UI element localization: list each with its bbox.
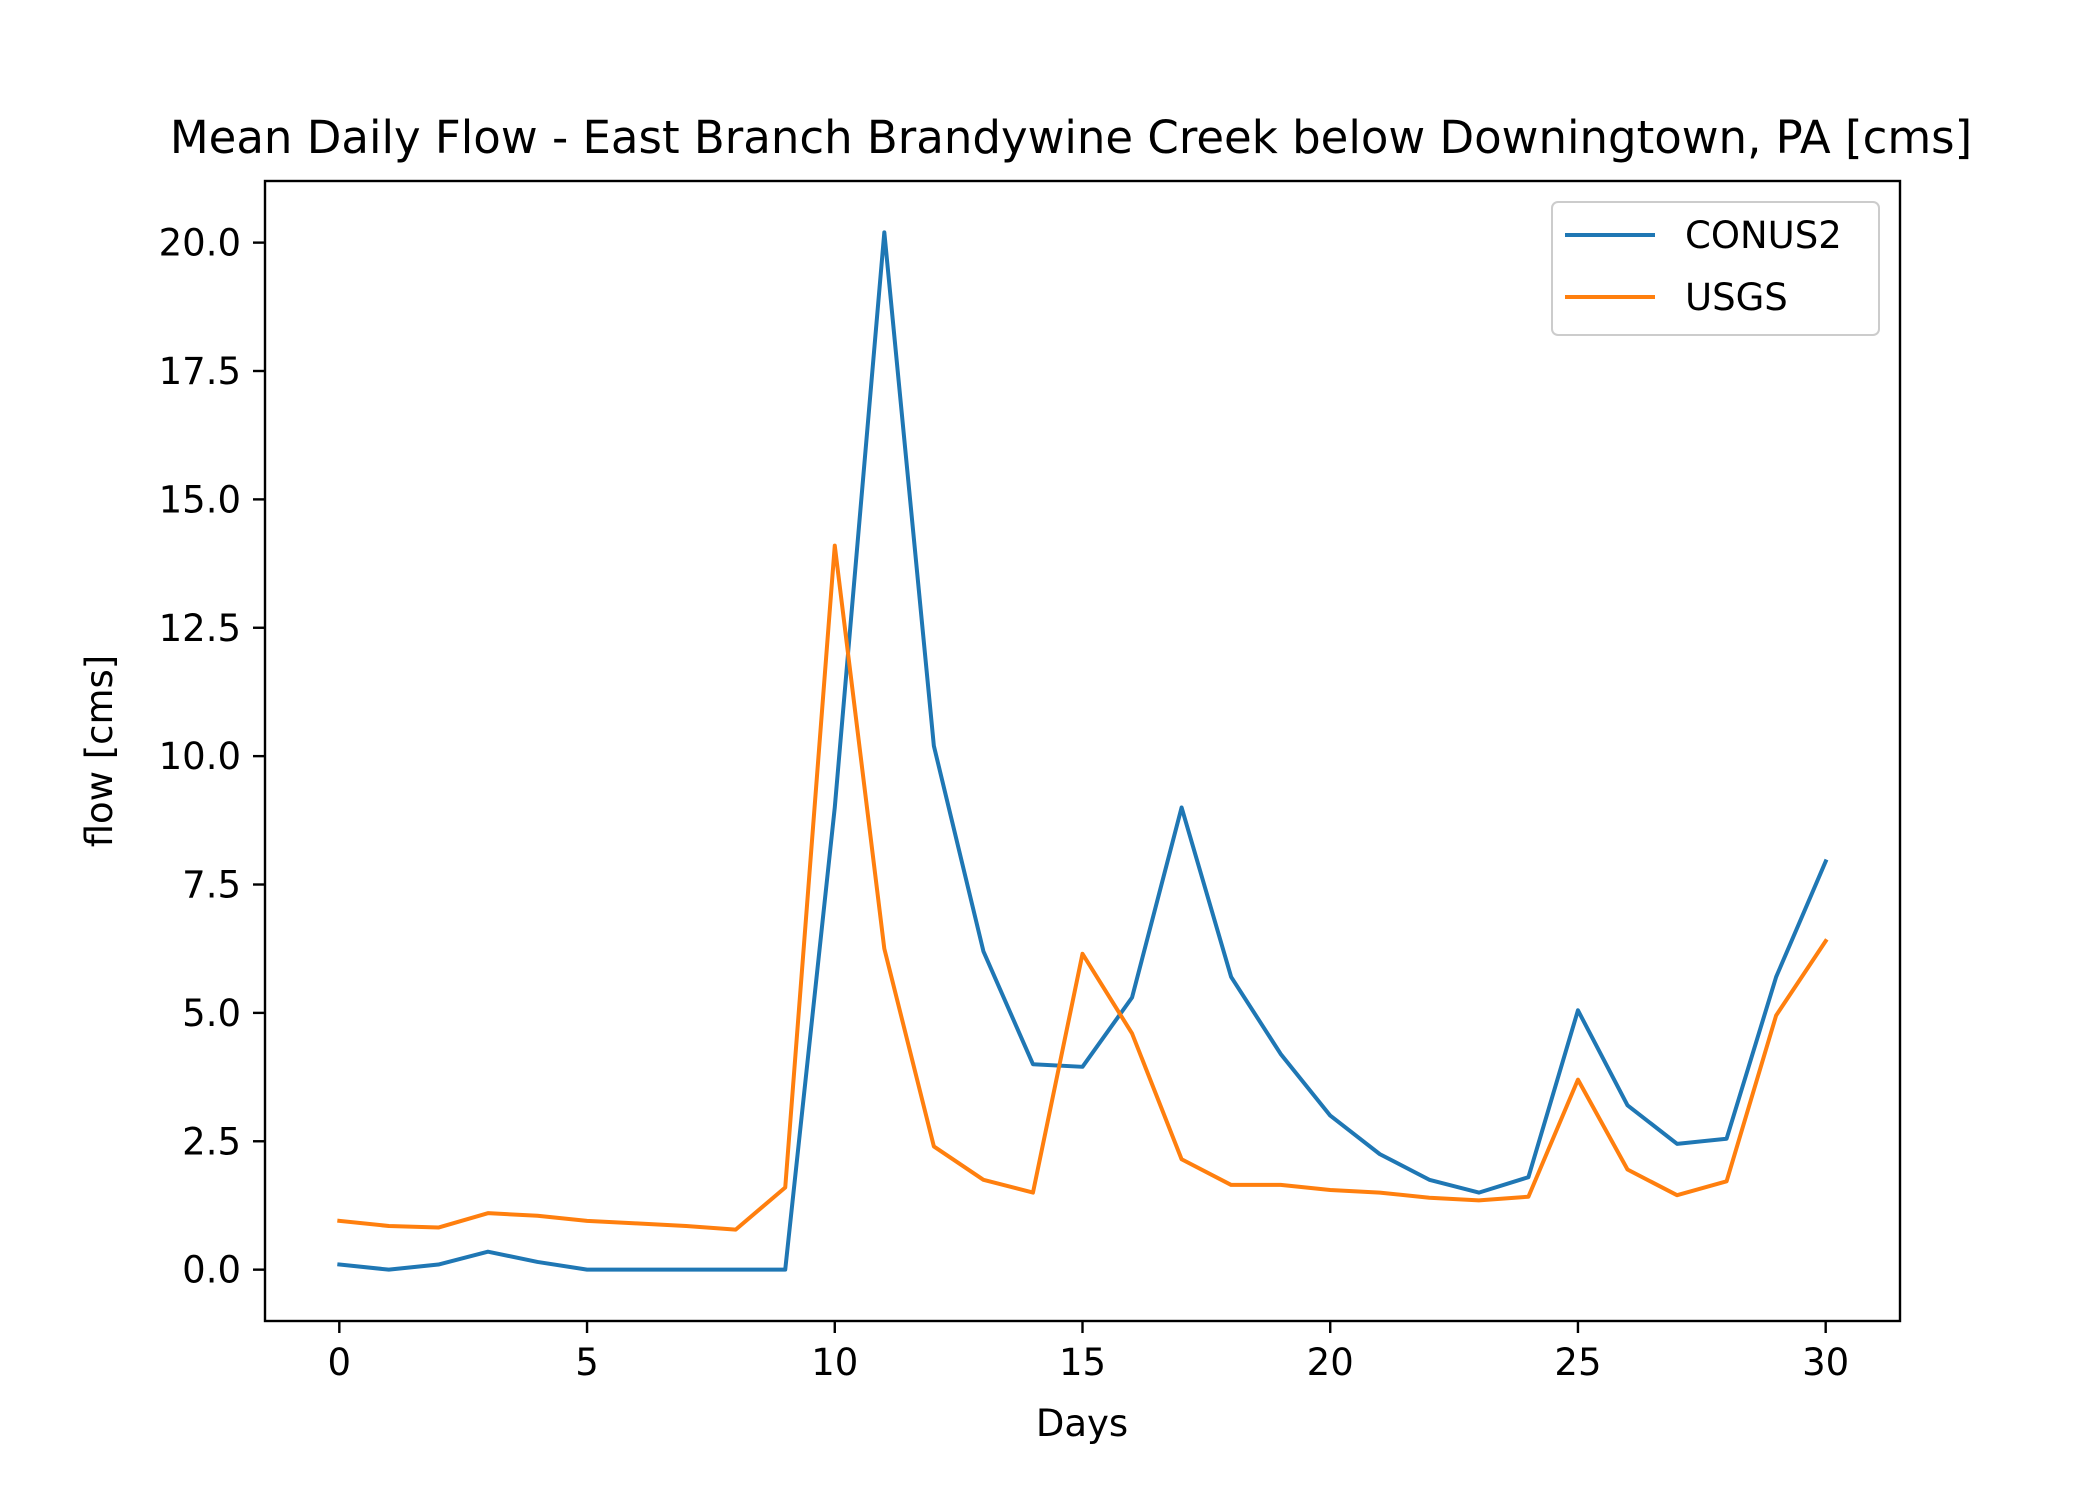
legend: CONUS2 USGS <box>1551 201 1880 336</box>
chart-title: Mean Daily Flow - East Branch Brandywine… <box>170 111 1972 164</box>
y-tick-label: 7.5 <box>182 864 241 907</box>
y-tick-label: 17.5 <box>159 350 241 393</box>
y-axis: 0.0 2.5 5.0 7.5 10.0 12.5 15.0 17.5 20.0 <box>159 222 265 1292</box>
x-tick-label: 30 <box>1802 1341 1849 1384</box>
x-tick-label: 20 <box>1307 1341 1354 1384</box>
x-tick-label: 10 <box>811 1341 858 1384</box>
y-tick-label: 15.0 <box>159 478 241 521</box>
series-line-usgs <box>337 543 1829 1232</box>
y-tick-label: 20.0 <box>159 222 241 265</box>
x-axis: 0 5 10 15 20 25 30 <box>328 1321 1849 1384</box>
x-tick-label: 25 <box>1554 1341 1601 1384</box>
y-tick-label: 5.0 <box>182 992 241 1035</box>
series-line-conus2 <box>337 230 1829 1272</box>
legend-label-conus2: CONUS2 <box>1685 214 1842 257</box>
legend-label-usgs: USGS <box>1685 276 1788 319</box>
y-tick-label: 0.0 <box>182 1249 241 1292</box>
y-tick-label: 12.5 <box>159 607 241 650</box>
x-tick-label: 0 <box>328 1341 352 1384</box>
y-tick-label: 10.0 <box>159 735 241 778</box>
y-tick-label: 2.5 <box>182 1120 241 1163</box>
x-tick-label: 5 <box>575 1341 599 1384</box>
x-tick-label: 15 <box>1059 1341 1106 1384</box>
x-axis-label: Days <box>1036 1402 1128 1445</box>
series-layer <box>337 230 1829 1272</box>
y-axis-label: flow [cms] <box>78 655 121 848</box>
